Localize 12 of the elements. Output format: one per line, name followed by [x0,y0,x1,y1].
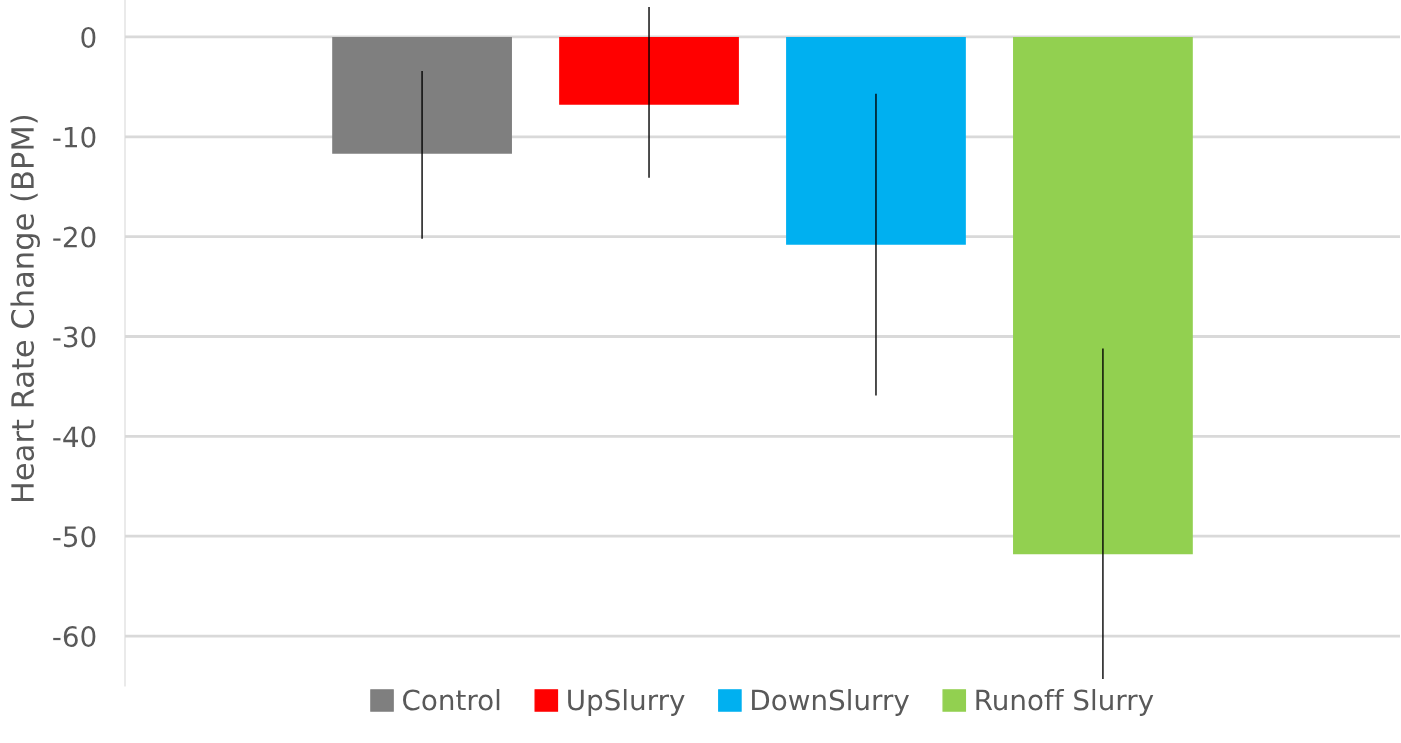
legend-label: UpSlurry [568,689,685,716]
y-tick-label: -50 [53,526,96,548]
y-tick-label: -10 [53,126,96,148]
y-tick-label: -60 [53,626,96,648]
legend-label: DownSlurry [752,689,909,716]
legend-label: Control [403,689,500,711]
y-tick-label: -30 [53,326,96,348]
y-tick-label: -40 [53,426,96,448]
y-tick-label: -20 [53,226,96,248]
legend-label: Runoff Slurry [976,689,1154,716]
y-tick-label: 0 [81,26,96,48]
y-axis-title: Heart Rate Change (BPM) [10,115,40,502]
